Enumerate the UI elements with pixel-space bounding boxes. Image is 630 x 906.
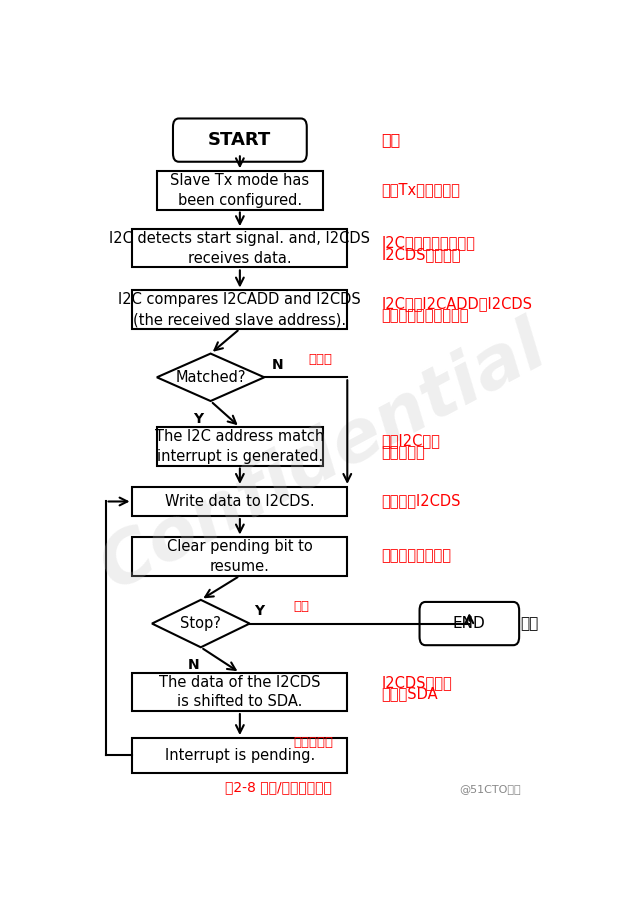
Text: Slave Tx mode has
been configured.: Slave Tx mode has been configured. (170, 173, 309, 207)
Text: 匹配？: 匹配？ (308, 353, 332, 366)
Text: 产生I2C地址: 产生I2C地址 (381, 433, 440, 448)
FancyBboxPatch shape (173, 119, 307, 162)
Text: The data of the I2CDS
is shifted to SDA.: The data of the I2CDS is shifted to SDA. (159, 675, 321, 709)
Text: 停止: 停止 (294, 600, 309, 612)
Text: N: N (272, 358, 284, 371)
Text: Clear pending bit to
resume.: Clear pending bit to resume. (167, 539, 312, 574)
Text: I2C比较I2CADD和I2CDS: I2C比较I2CADD和I2CDS (381, 296, 532, 312)
Text: （收到的从站地址）。: （收到的从站地址）。 (381, 308, 469, 323)
Polygon shape (152, 600, 249, 647)
Text: Confidential: Confidential (88, 311, 558, 604)
Text: 从机Tx模式已配置: 从机Tx模式已配置 (381, 182, 461, 198)
Bar (132, 291, 347, 329)
Bar (132, 487, 347, 516)
Text: 中断待处理: 中断待处理 (294, 736, 333, 748)
Text: Stop?: Stop? (180, 616, 221, 631)
Bar (157, 171, 323, 209)
Text: START: START (209, 131, 272, 149)
Text: Interrupt is pending.: Interrupt is pending. (165, 748, 315, 763)
Text: N: N (188, 659, 199, 672)
Text: I2C compares I2CADD and I2CDS
(the received slave address).: I2C compares I2CADD and I2CDS (the recei… (118, 293, 361, 327)
Polygon shape (157, 353, 264, 401)
Text: Y: Y (255, 604, 265, 618)
Bar (132, 738, 347, 773)
Bar (132, 537, 347, 576)
Text: I2CDS接收数据: I2CDS接收数据 (381, 247, 461, 262)
Bar (157, 428, 323, 466)
Text: 图2-8 从机/发送模式操作: 图2-8 从机/发送模式操作 (226, 780, 332, 794)
Text: Write data to I2CDS.: Write data to I2CDS. (165, 494, 315, 509)
Text: I2C检测到开始信号，: I2C检测到开始信号， (381, 236, 476, 250)
Text: 传送到SDA: 传送到SDA (381, 687, 438, 701)
FancyBboxPatch shape (420, 602, 519, 645)
Text: @51CTO博客: @51CTO博客 (460, 784, 521, 794)
Text: 写数据到I2CDS: 写数据到I2CDS (381, 493, 461, 508)
Text: I2CDS的数据: I2CDS的数据 (381, 675, 452, 689)
Text: 匹配中断。: 匹配中断。 (381, 445, 425, 460)
Text: Y: Y (193, 412, 203, 426)
Bar (132, 229, 347, 267)
Text: 结束: 结束 (520, 616, 539, 631)
Bar (132, 673, 347, 711)
Text: Matched?: Matched? (175, 370, 246, 385)
Text: END: END (453, 616, 486, 631)
Text: I2C detects start signal. and, I2CDS
receives data.: I2C detects start signal. and, I2CDS rec… (110, 231, 370, 265)
Text: 清除挂起位以恢复: 清除挂起位以恢复 (381, 548, 452, 563)
Text: 开始: 开始 (381, 132, 401, 147)
Text: The I2C address match
interrupt is generated.: The I2C address match interrupt is gener… (155, 429, 324, 464)
